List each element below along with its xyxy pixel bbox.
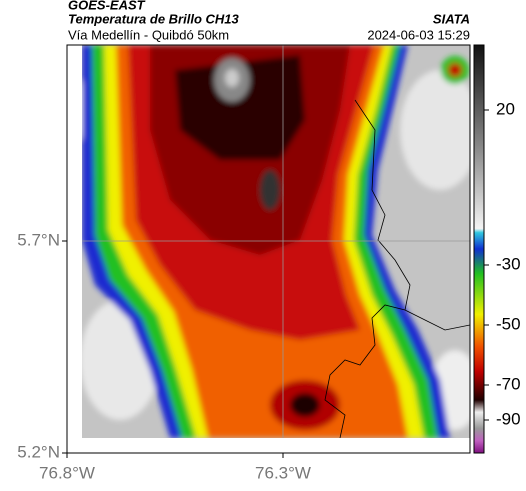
colorbar [473,44,485,454]
lat-label: 5.2°N [17,442,60,461]
subtitle: Vía Medellín - Quibdó 50km [68,27,229,42]
lon-label: 76.3°W [255,463,311,482]
source: GOES-EAST [68,0,146,12]
colorbar-ticks: 20 -30 -50 -70 -90 [484,99,521,428]
imagery [82,45,470,438]
colorbar-tick-label: -90 [496,409,521,428]
map-frame [66,44,471,454]
colorbar-tick-label: -50 [496,314,521,333]
lat-label: 5.7°N [17,230,60,249]
colorbar-tick-label: -30 [496,254,521,273]
lon-label: 76.8°W [39,463,95,482]
timestamp: 2024-06-03 15:29 [367,27,470,42]
title: Temperatura de Brillo CH13 [68,11,240,26]
colorbar-tick-label: 20 [496,99,515,118]
colorbar-tick-label: -70 [496,374,521,393]
brand: SIATA [433,11,470,26]
